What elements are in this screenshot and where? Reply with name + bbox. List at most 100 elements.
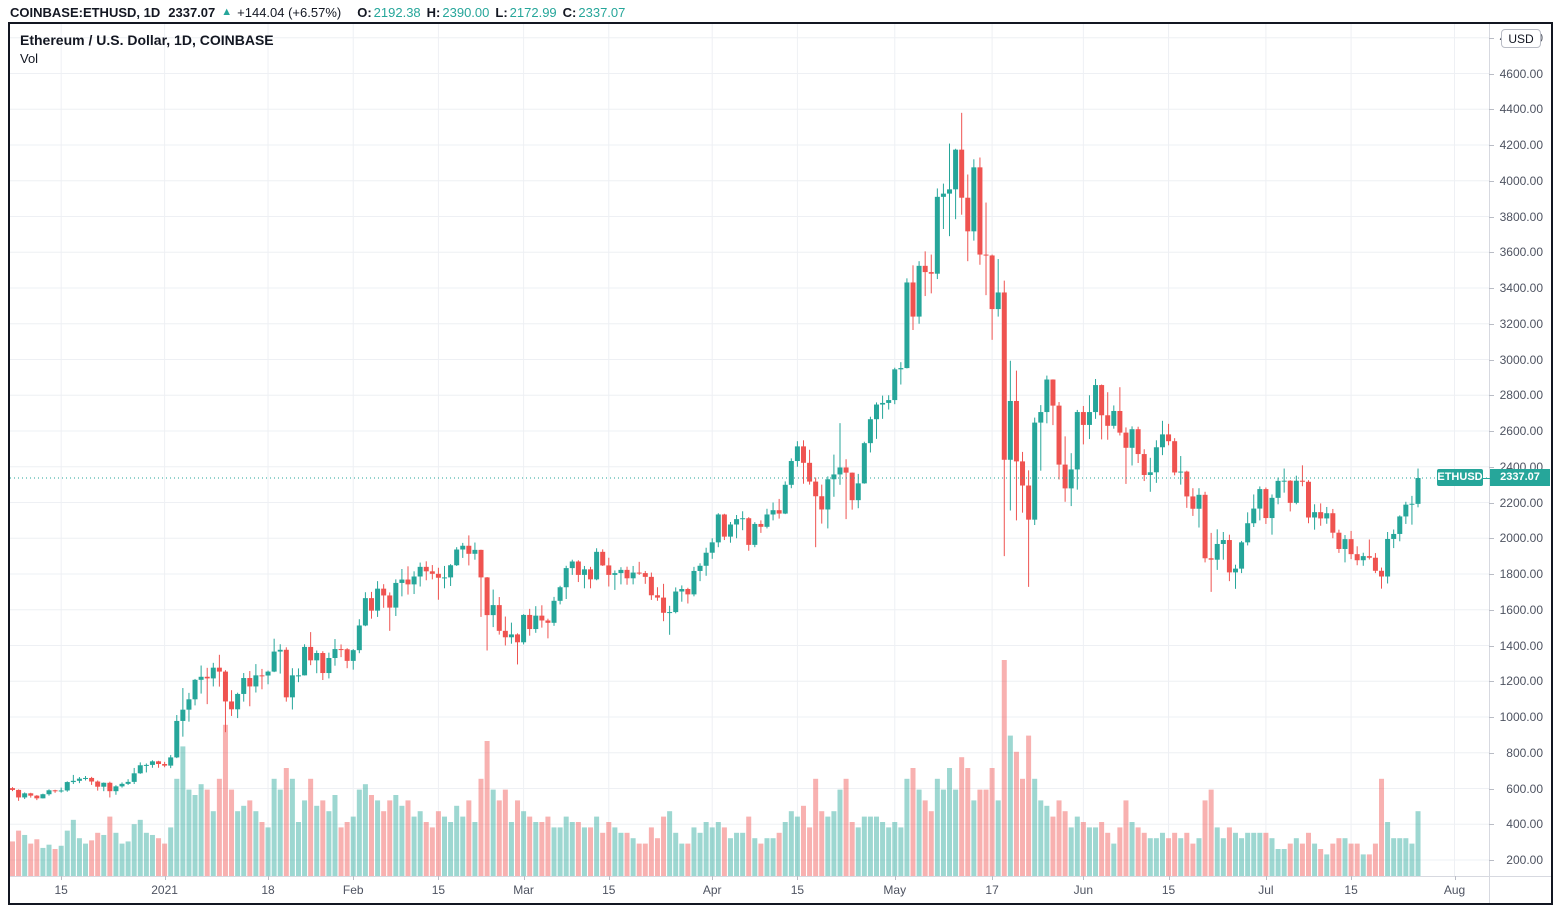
volume-bar <box>435 811 441 876</box>
candle-body <box>752 523 758 545</box>
candle-body <box>1397 516 1403 534</box>
volume-bar <box>1123 800 1129 876</box>
candle-body <box>1117 410 1123 433</box>
candle-body <box>867 419 873 444</box>
candle-body <box>295 675 301 677</box>
time-axis-label: 18 <box>261 883 275 897</box>
candle-body <box>241 678 247 694</box>
volume-bar <box>387 800 393 876</box>
time-axis-label: 15 <box>1161 883 1176 897</box>
legend-volume-indicator[interactable]: Vol <box>20 51 39 66</box>
volume-bar <box>375 800 381 876</box>
volume-bar <box>624 832 630 876</box>
volume-bar <box>886 827 892 876</box>
open-label: O: <box>357 4 372 20</box>
volume-bar <box>861 816 867 876</box>
volume-bar <box>661 816 667 876</box>
volume-bar <box>332 795 338 876</box>
candle-body <box>448 565 454 578</box>
volume-bar <box>1178 838 1184 876</box>
candle-body <box>405 579 411 585</box>
candle-body <box>466 545 472 554</box>
price-axis-tick <box>1489 860 1494 861</box>
candle-body <box>399 579 405 583</box>
candle-body <box>770 510 776 515</box>
candle-body <box>1232 568 1238 573</box>
candle-body <box>1354 554 1360 561</box>
volume-bar <box>235 811 241 876</box>
candle-body <box>186 699 192 710</box>
volume-bar <box>709 827 715 876</box>
candle-body <box>515 634 521 643</box>
candle-body <box>229 701 235 710</box>
candle-body <box>216 667 222 672</box>
candle-body <box>813 481 819 497</box>
candle-body <box>1245 523 1251 543</box>
candle-body <box>709 542 715 553</box>
candle-body <box>989 255 995 310</box>
volume-bar <box>697 832 703 876</box>
time-axis-tick <box>268 876 270 880</box>
candle-body <box>557 587 563 601</box>
candle-body <box>1178 471 1184 473</box>
candle-body <box>472 549 478 554</box>
open-value: 2192.38 <box>373 4 421 20</box>
symbol-name[interactable]: COINBASE:ETHUSD, 1D <box>10 4 161 20</box>
volume-bar <box>989 768 995 876</box>
volume-bar <box>1348 843 1354 876</box>
price-axis-tick <box>1489 466 1494 468</box>
time-axis-label: 17 <box>985 883 999 897</box>
time-axis-tick <box>797 876 799 880</box>
volume-bar <box>673 832 679 876</box>
volume-bar <box>1379 778 1385 876</box>
candlestick-plot[interactable] <box>10 24 1489 876</box>
candle-body <box>411 576 417 585</box>
price-axis-tick <box>1489 752 1494 754</box>
symbol-header: COINBASE:ETHUSD, 1D 2337.07 ▲ +144.04 (+… <box>10 3 625 21</box>
volume-bar <box>776 832 782 876</box>
volume-bar <box>788 811 794 876</box>
volume-bar <box>180 746 186 876</box>
volume-bar <box>1208 789 1214 876</box>
legend-symbol-title[interactable]: Ethereum / U.S. Dollar, 1D, COINBASE <box>20 32 274 48</box>
candle-body <box>58 790 64 792</box>
volume-bar <box>1403 838 1409 876</box>
volume-bar <box>892 822 898 876</box>
candle-body <box>83 777 89 779</box>
volume-bar <box>843 778 849 876</box>
candle-body <box>222 671 228 702</box>
candle-body <box>764 514 770 527</box>
volume-bar <box>302 800 308 876</box>
chart-area[interactable]: Ethereum / U.S. Dollar, 1D, COINBASE Vol… <box>8 22 1553 905</box>
candle-body <box>898 368 904 370</box>
candle-body <box>502 630 508 638</box>
candle-body <box>782 484 788 514</box>
candle-body <box>1086 412 1092 425</box>
candle-body <box>1251 508 1257 524</box>
time-axis-label: 15 <box>54 883 68 897</box>
candle-body <box>375 588 381 611</box>
candle-body <box>107 782 113 792</box>
volume-bar <box>502 789 508 876</box>
candle-body <box>1056 405 1062 465</box>
currency-toggle-button[interactable]: USD <box>1501 29 1541 48</box>
volume-bar <box>715 822 721 876</box>
candle-body <box>308 646 314 661</box>
volume-bar <box>551 827 557 876</box>
volume-bar <box>545 816 551 876</box>
volume-bar <box>940 789 946 876</box>
price-axis-label: 1200.00 <box>1499 674 1543 689</box>
candle-body <box>1312 512 1318 518</box>
candle-body <box>758 523 764 527</box>
candle-body <box>1166 434 1172 442</box>
price-axis-label: 4600.00 <box>1499 66 1543 81</box>
candle-body <box>819 496 825 510</box>
volume-bar <box>149 834 155 876</box>
candle-body <box>1038 412 1044 423</box>
candle-body <box>539 615 545 621</box>
volume-bar <box>1129 822 1135 876</box>
volume-bar <box>740 832 746 876</box>
volume-bar <box>64 830 70 876</box>
candle-body <box>1129 429 1135 448</box>
candle-body <box>320 653 326 674</box>
